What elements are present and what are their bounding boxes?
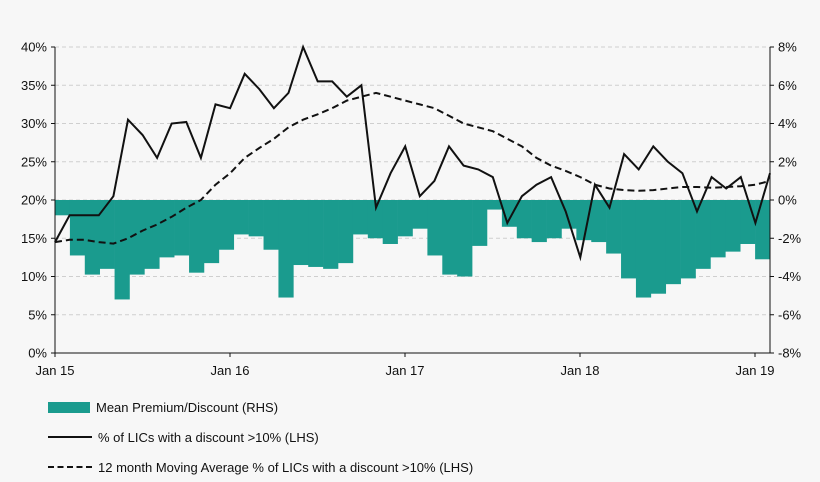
right-tick-label: -4% — [778, 269, 802, 284]
bar — [665, 200, 681, 285]
bar — [233, 200, 249, 235]
left-axis-ticks: 0% 5% 10% 15% 20% 25% 30% 35% 40% — [21, 40, 55, 361]
x-tick-label: Jan 19 — [735, 363, 774, 378]
bar — [680, 200, 696, 279]
bar — [129, 200, 145, 275]
right-tick-label: 8% — [778, 40, 797, 55]
left-tick-label: 15% — [21, 231, 47, 246]
bar — [99, 200, 115, 269]
left-tick-label: 0% — [28, 346, 47, 361]
x-tick-label: Jan 17 — [385, 363, 424, 378]
legend-label-line: % of LICs with a discount >10% (LHS) — [98, 429, 319, 445]
legend-label-bars: Mean Premium/Discount (RHS) — [96, 399, 279, 415]
bar — [516, 200, 532, 239]
bar — [531, 200, 547, 243]
left-tick-label: 40% — [21, 40, 47, 55]
bar — [486, 200, 503, 210]
bar — [442, 200, 458, 275]
bar — [203, 200, 220, 264]
bar — [621, 200, 637, 279]
right-tick-label: 2% — [778, 154, 797, 169]
legend-swatch-line — [48, 436, 92, 438]
bar — [740, 200, 756, 244]
bar — [323, 200, 339, 269]
legend-item-moving-average: 12 month Moving Average % of LICs with a… — [48, 452, 473, 482]
right-axis-ticks: -8% -6% -4% -2% 0% 2% 4% 6% 8% — [770, 40, 802, 361]
left-tick-label: 20% — [21, 193, 47, 208]
x-tick-label: Jan 15 — [35, 363, 74, 378]
bar — [159, 200, 175, 258]
bar — [84, 200, 100, 275]
bar — [412, 200, 428, 229]
right-tick-label: -8% — [778, 346, 802, 361]
left-tick-label: 30% — [21, 116, 47, 131]
bar — [457, 200, 473, 277]
right-tick-label: 4% — [778, 116, 797, 131]
legend-label-moving-average: 12 month Moving Average % of LICs with a… — [98, 459, 474, 475]
left-tick-label: 25% — [21, 154, 47, 169]
bar — [576, 200, 592, 241]
bar — [710, 200, 726, 258]
x-tick-label: Jan 16 — [210, 363, 249, 378]
bar — [725, 200, 741, 252]
bar — [472, 200, 488, 246]
bar — [278, 200, 294, 298]
legend-item-bars: Mean Premium/Discount (RHS) — [48, 392, 473, 422]
left-tick-label: 35% — [21, 78, 47, 93]
bar — [248, 200, 264, 237]
right-tick-label: -2% — [778, 231, 802, 246]
line-series-moving-average — [54, 91, 771, 245]
left-tick-label: 5% — [28, 307, 47, 322]
bar — [606, 200, 622, 254]
bar — [367, 200, 384, 239]
bar — [69, 200, 86, 256]
bar — [635, 200, 652, 298]
bar-series-premium-discount — [55, 200, 771, 300]
right-tick-label: -6% — [778, 307, 802, 322]
bar — [55, 200, 71, 216]
bar — [755, 200, 771, 260]
right-tick-label: 6% — [778, 78, 797, 93]
bar — [427, 200, 443, 256]
line-series-lics-discount — [54, 44, 771, 262]
bar — [650, 200, 667, 294]
bar — [144, 200, 160, 269]
bar — [114, 200, 130, 300]
bar — [546, 200, 562, 239]
bar — [263, 200, 279, 250]
x-tick-label: Jan 18 — [560, 363, 599, 378]
x-axis-ticks: Jan 15 Jan 16 Jan 17 Jan 18 Jan 19 — [35, 353, 775, 378]
legend-swatch-dashed — [48, 466, 92, 468]
bar — [397, 200, 413, 237]
bar — [561, 200, 577, 229]
bar — [218, 200, 235, 250]
bar — [338, 200, 354, 264]
bar — [189, 200, 205, 273]
bar — [695, 200, 711, 269]
bar — [308, 200, 324, 267]
bar — [382, 200, 398, 244]
chart-area: 0% 5% 10% 15% 20% 25% 30% 35% 40% -8% -6% -4% -2% 0%… — [21, 40, 802, 379]
bar — [591, 200, 607, 243]
bar — [293, 200, 309, 266]
right-tick-label: 0% — [778, 193, 797, 208]
bar — [352, 200, 369, 235]
legend-item-line: % of LICs with a discount >10% (LHS) — [48, 422, 473, 452]
legend-swatch-bars — [48, 401, 90, 413]
legend: Mean Premium/Discount (RHS) % of LICs wi… — [48, 392, 473, 482]
left-tick-label: 10% — [21, 269, 47, 284]
bar — [174, 200, 190, 256]
